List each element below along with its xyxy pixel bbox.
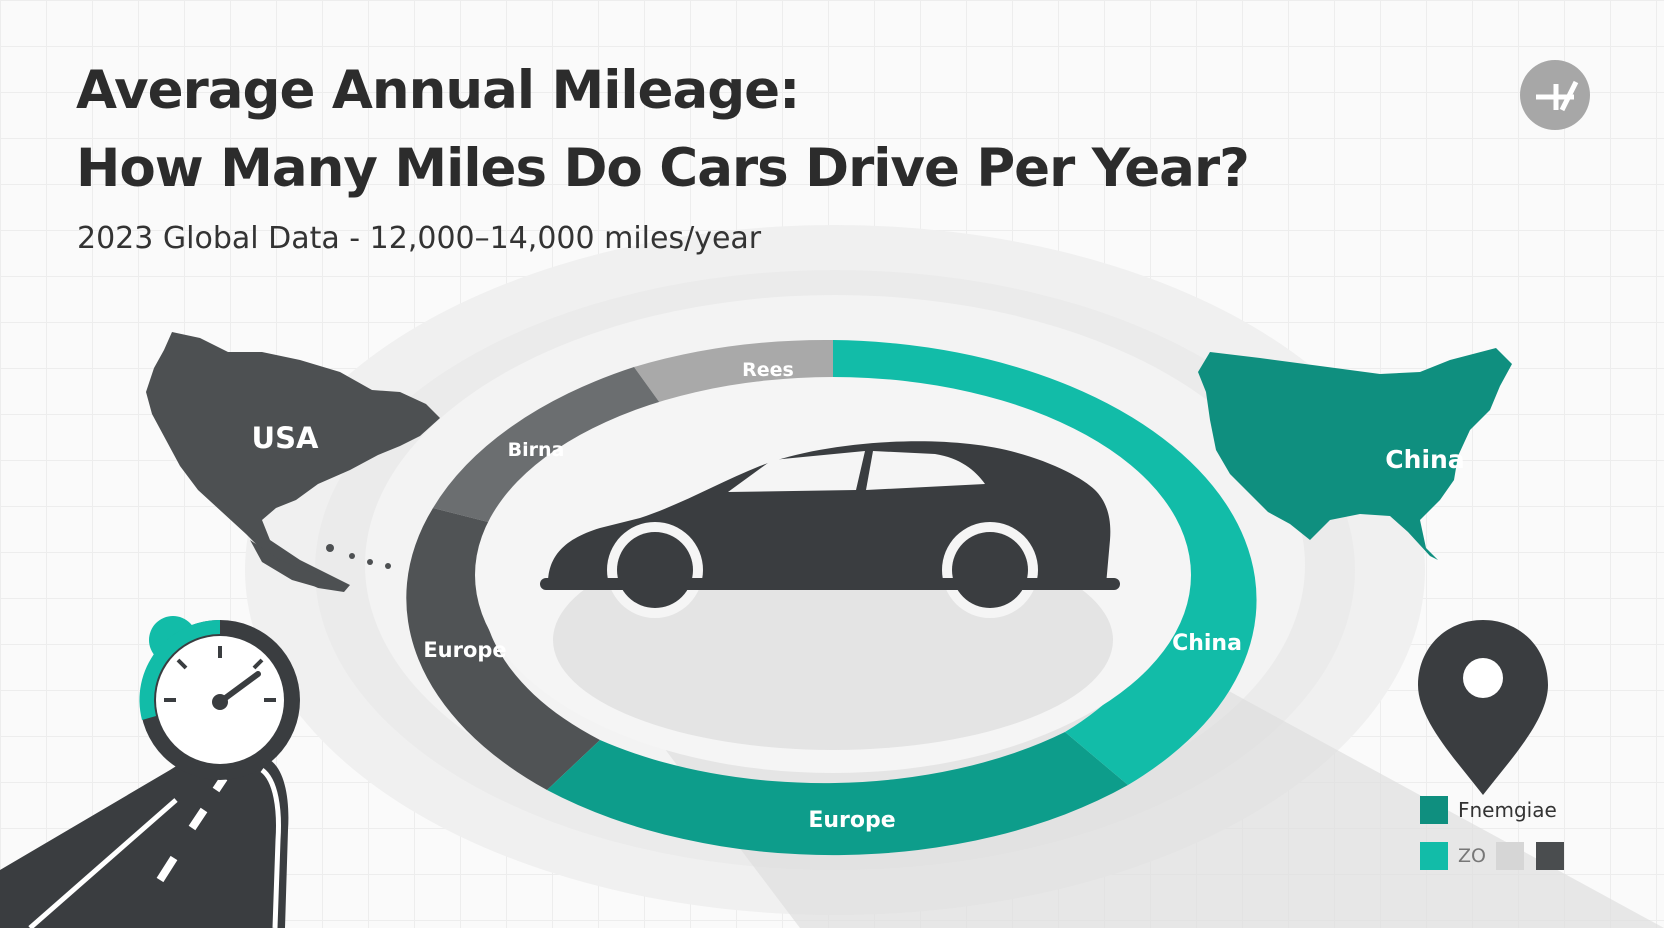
title-line-1: Average Annual Mileage: bbox=[76, 60, 800, 121]
legend-label-2: ZO bbox=[1458, 845, 1486, 867]
ring-segment-china bbox=[833, 340, 1257, 785]
ring-label-birna: Birna bbox=[508, 439, 565, 461]
ring-label-rees: Rees bbox=[742, 359, 794, 381]
legend-swatch-teal bbox=[1420, 842, 1448, 870]
ring-label-europe-left: Europe bbox=[423, 638, 506, 662]
china-map-icon bbox=[1198, 348, 1512, 560]
corner-action-button[interactable] bbox=[1520, 60, 1590, 130]
legend-swatch-light-gray bbox=[1495, 842, 1524, 870]
legend-swatch-dark-gray bbox=[1535, 842, 1564, 870]
legend: Fnemgiae ZO bbox=[1420, 796, 1564, 888]
ring-segment-birna bbox=[433, 367, 665, 525]
legend-label-1: Fnemgiae bbox=[1458, 798, 1557, 822]
ring-label-china: China bbox=[1172, 631, 1242, 656]
legend-swatch-teal-dark bbox=[1420, 796, 1448, 824]
ring-segment-europe-left bbox=[406, 508, 600, 790]
page-title: Average Annual Mileage: How Many Miles D… bbox=[76, 52, 1250, 208]
legend-item-1: Fnemgiae bbox=[1420, 796, 1564, 824]
road-icon bbox=[0, 748, 289, 928]
ring-segment-rees bbox=[634, 339, 833, 410]
car-icon bbox=[540, 441, 1120, 618]
speedometer-icon bbox=[139, 616, 300, 780]
ring-segment-europe-bottom bbox=[547, 732, 1128, 856]
legend-item-2: ZO bbox=[1420, 842, 1564, 870]
page-subtitle: 2023 Global Data - 12,000–14,000 miles/y… bbox=[77, 221, 762, 256]
title-line-2: How Many Miles Do Cars Drive Per Year? bbox=[76, 138, 1250, 199]
ring-label-europe-bottom: Europe bbox=[808, 808, 895, 833]
usa-map-icon bbox=[146, 332, 440, 592]
map-label-usa: USA bbox=[252, 421, 319, 455]
location-pin-icon bbox=[1418, 620, 1548, 795]
expand-icon bbox=[1536, 80, 1579, 112]
map-label-china: China bbox=[1385, 445, 1464, 474]
